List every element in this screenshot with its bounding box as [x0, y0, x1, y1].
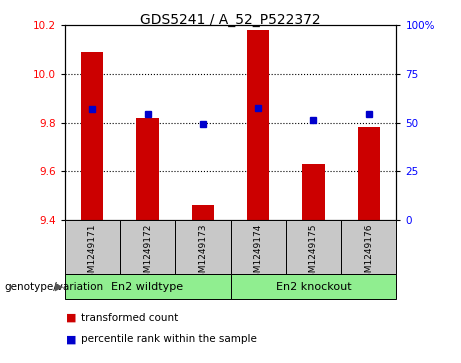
Bar [358, 127, 380, 220]
Text: GSM1249175: GSM1249175 [309, 224, 318, 285]
Text: ■: ■ [66, 313, 77, 323]
Text: GDS5241 / A_52_P522372: GDS5241 / A_52_P522372 [140, 13, 321, 27]
Bar [192, 205, 214, 220]
Bar [247, 30, 269, 220]
Bar [81, 52, 103, 220]
Bar [230, 274, 396, 299]
Text: GSM1249171: GSM1249171 [88, 224, 97, 285]
Text: GSM1249172: GSM1249172 [143, 224, 152, 284]
Text: genotype/variation: genotype/variation [5, 282, 104, 292]
Text: GSM1249173: GSM1249173 [198, 224, 207, 285]
Text: ▶: ▶ [55, 282, 63, 292]
Text: En2 knockout: En2 knockout [276, 282, 351, 292]
Bar [136, 118, 159, 220]
Bar [65, 220, 120, 274]
Bar [230, 220, 286, 274]
Bar [65, 274, 230, 299]
Text: GSM1249174: GSM1249174 [254, 224, 263, 284]
Bar [120, 220, 175, 274]
Bar [175, 220, 230, 274]
Text: transformed count: transformed count [81, 313, 178, 323]
Text: En2 wildtype: En2 wildtype [112, 282, 183, 292]
Bar [341, 220, 396, 274]
Bar [302, 164, 325, 220]
Text: ■: ■ [66, 334, 77, 344]
Text: percentile rank within the sample: percentile rank within the sample [81, 334, 257, 344]
Bar [286, 220, 341, 274]
Text: GSM1249176: GSM1249176 [364, 224, 373, 285]
